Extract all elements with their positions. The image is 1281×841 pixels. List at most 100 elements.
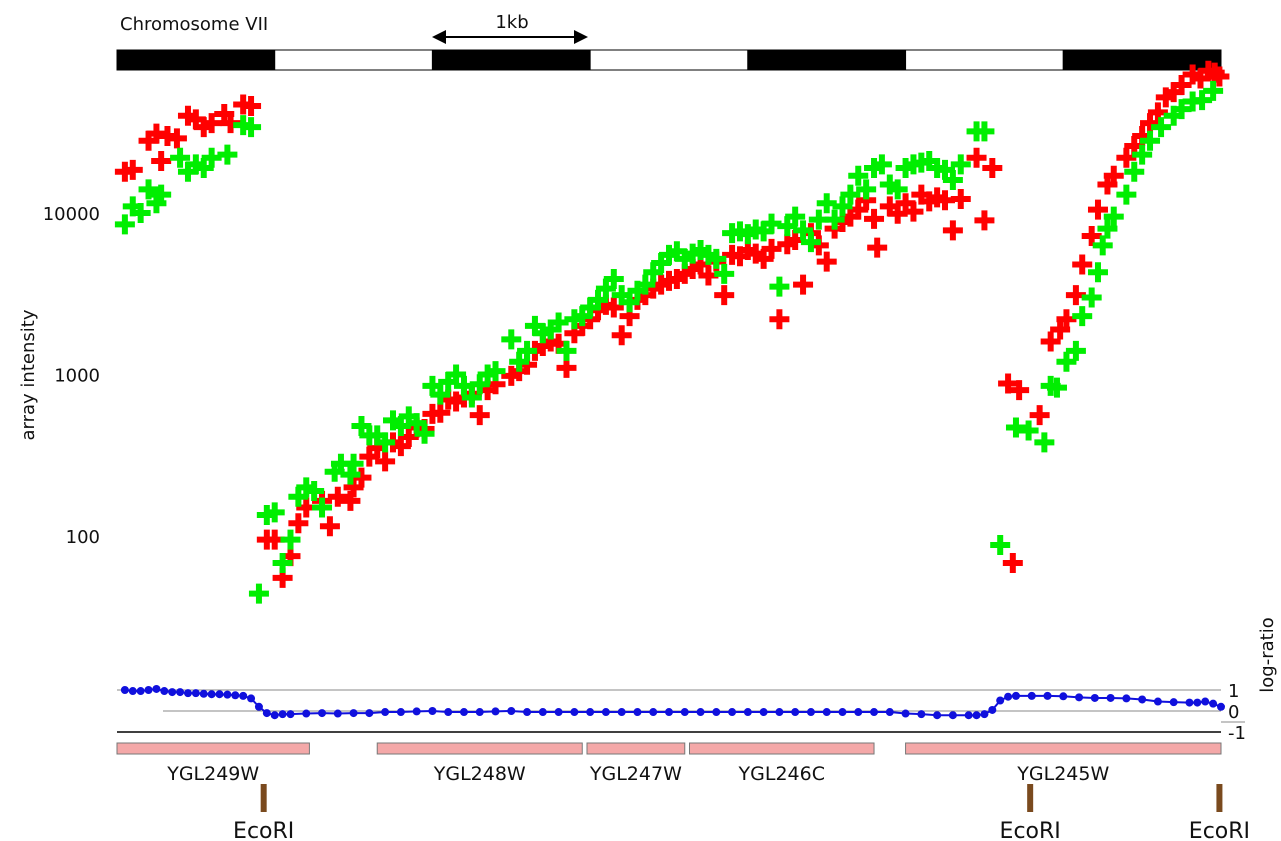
log-ratio-point	[428, 707, 437, 715]
log-ratio-point	[215, 690, 224, 699]
log-ratio-point	[1004, 692, 1013, 701]
data-point	[1034, 432, 1055, 453]
y-axis-ticks: 100 1000 10000	[43, 204, 100, 548]
log-ratio-point	[988, 705, 997, 714]
data-point	[214, 104, 235, 125]
site-marker	[1027, 784, 1034, 812]
data-point	[753, 248, 774, 269]
data-point	[170, 147, 191, 168]
data-point	[1103, 165, 1124, 186]
log-ratio-point	[183, 689, 192, 698]
data-point	[840, 206, 861, 227]
data-point	[398, 406, 419, 427]
data-point	[340, 464, 361, 485]
data-point	[808, 209, 829, 230]
data-point	[619, 306, 640, 327]
data-point	[422, 375, 443, 396]
ruler-segment	[431, 49, 591, 71]
data-point	[351, 415, 372, 436]
log-ratio-point	[475, 708, 484, 717]
log-ratio-point	[696, 708, 705, 717]
gene-box	[586, 742, 686, 755]
data-point	[998, 373, 1019, 394]
data-point	[177, 161, 198, 182]
data-point	[1050, 319, 1071, 340]
data-point	[1087, 262, 1108, 283]
data-point	[572, 306, 593, 327]
data-point	[564, 323, 585, 344]
chart-title: Chromosome VII	[120, 14, 268, 35]
data-point	[737, 240, 758, 261]
data-point	[304, 480, 325, 501]
y-tick-label: 100	[66, 527, 100, 548]
data-point	[548, 333, 569, 354]
data-point	[706, 248, 727, 269]
log-ratio-point	[972, 711, 981, 720]
data-point	[390, 436, 411, 457]
gene-label: YGL246C	[738, 763, 825, 785]
data-point	[974, 121, 995, 142]
data-point	[485, 361, 506, 382]
log-ratio-point	[649, 708, 658, 717]
data-point	[430, 384, 451, 405]
log-ratio-point	[933, 711, 942, 720]
data-point	[343, 453, 364, 474]
data-point	[690, 240, 711, 261]
log-ratio-point	[917, 710, 926, 719]
data-point	[1204, 62, 1225, 83]
data-point	[935, 190, 955, 211]
data-point	[217, 144, 238, 165]
log-ratio-point	[1201, 697, 1210, 706]
data-point	[982, 157, 1003, 178]
log-ratio-point	[168, 688, 177, 697]
data-point	[793, 274, 814, 295]
data-point	[390, 415, 411, 436]
log-ratio-point	[885, 708, 894, 717]
log-ratio-point	[743, 708, 752, 717]
log-ratio-point	[247, 694, 256, 703]
data-point	[627, 280, 648, 301]
data-point	[950, 154, 971, 175]
data-point	[446, 364, 467, 385]
data-point	[974, 210, 995, 231]
log-ratio-point	[728, 708, 737, 717]
data-point	[1018, 420, 1039, 441]
gene-label: YGL245W	[1016, 763, 1109, 785]
data-point	[864, 208, 885, 229]
log-ratio-point	[136, 687, 145, 696]
data-point	[461, 387, 482, 408]
log-ratio-point	[712, 708, 721, 717]
ruler-segment	[747, 49, 907, 71]
site-label: EcoRI	[233, 819, 294, 841]
data-point	[1009, 380, 1030, 401]
data-point	[651, 253, 672, 274]
data-point	[919, 191, 940, 212]
data-point	[398, 427, 419, 448]
data-point	[272, 553, 293, 574]
data-point	[122, 159, 143, 180]
data-point	[477, 380, 498, 401]
log-ratio-point	[286, 710, 295, 719]
ratio-tick-label: -1	[1228, 723, 1246, 744]
data-point	[1151, 117, 1172, 138]
gene-label: YGL249W	[166, 763, 259, 785]
data-point	[643, 262, 664, 283]
data-point	[714, 263, 735, 284]
log-ratio-point	[160, 687, 169, 696]
log-ratio-point	[1075, 693, 1084, 702]
data-point	[201, 113, 222, 134]
log-ratio-point	[254, 702, 263, 711]
ruler-segment	[1062, 49, 1222, 71]
data-point	[1097, 174, 1118, 195]
data-point	[367, 425, 388, 446]
data-point	[800, 232, 821, 253]
data-point	[146, 193, 167, 214]
data-point	[895, 157, 916, 178]
data-point	[1147, 102, 1168, 123]
log-ratio-point	[191, 689, 200, 698]
data-point	[540, 319, 561, 340]
data-point	[848, 199, 869, 220]
log-ratio-point	[854, 708, 863, 717]
data-point	[1124, 135, 1145, 156]
log-ratio-point	[412, 707, 421, 716]
